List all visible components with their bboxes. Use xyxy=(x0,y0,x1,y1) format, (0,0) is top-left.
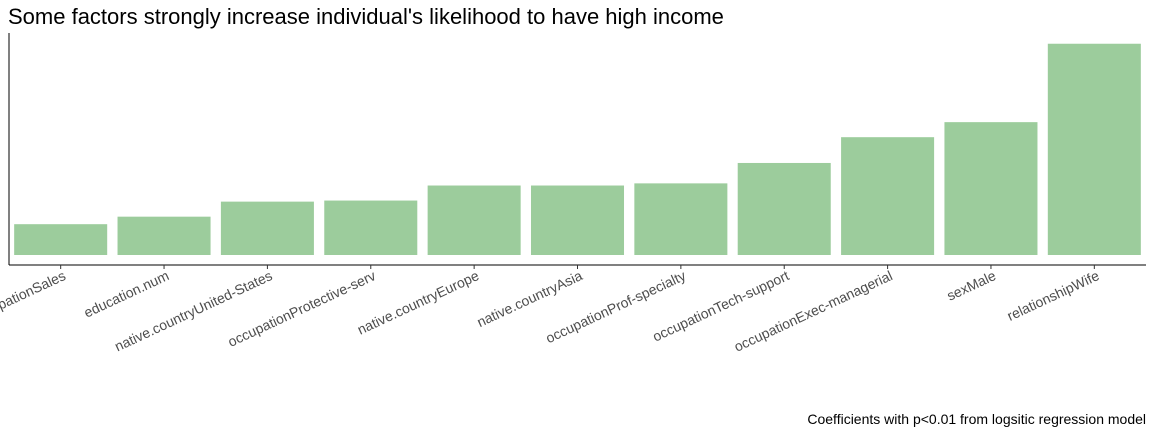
bar-relationshipWife xyxy=(1047,43,1141,256)
chart-caption: Coefficients with p<0.01 from logsitic r… xyxy=(807,411,1146,427)
x-tick-label: sexMale xyxy=(944,267,998,304)
bar-occupationTech-support xyxy=(737,162,831,255)
bar-occupationProf-specialty xyxy=(634,183,728,255)
bar-occupationProtective-serv xyxy=(324,200,418,255)
bar-native.countryEurope xyxy=(427,185,521,255)
bar-native.countryAsia xyxy=(530,185,625,255)
x-tick-labels-group: occupationSales education.numnative.count… xyxy=(0,267,1102,355)
bar-sexMale xyxy=(944,122,1038,255)
chart-title: Some factors strongly increase individua… xyxy=(8,4,724,29)
bar-education.num xyxy=(117,216,211,255)
x-tick-label: relationshipWife xyxy=(1005,267,1102,324)
bar-occupationSales xyxy=(14,224,108,255)
bar-native.countryUnited-States xyxy=(220,201,314,255)
x-ticks-group xyxy=(60,265,1095,269)
x-tick-label: education.num xyxy=(81,267,171,320)
bar-occupationExec-managerial xyxy=(841,137,935,255)
bars-group xyxy=(14,43,1141,256)
x-tick-label: occupationSales xyxy=(0,267,68,325)
